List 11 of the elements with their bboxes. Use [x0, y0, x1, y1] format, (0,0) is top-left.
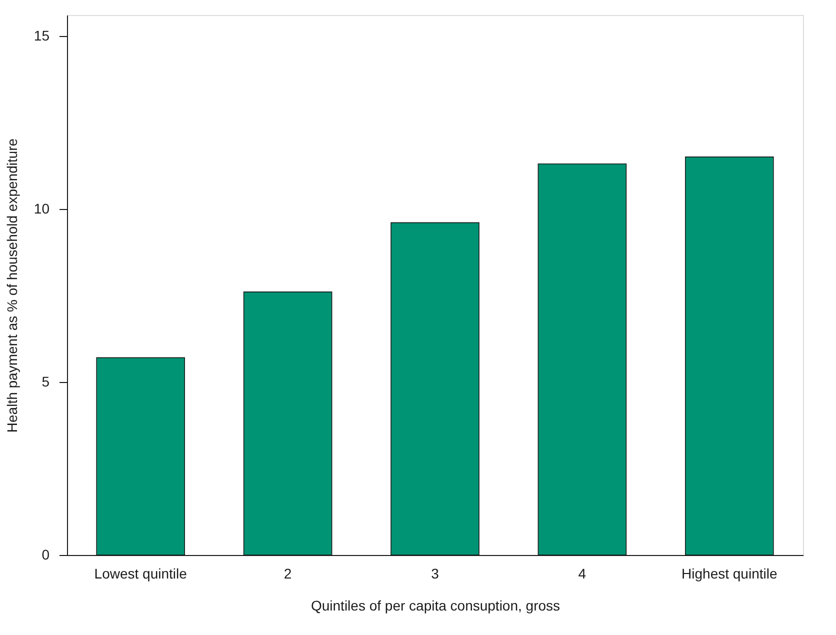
x-tick-label: 2: [284, 566, 292, 582]
y-tick-label: 5: [42, 373, 50, 390]
y-tick-label: 0: [42, 546, 50, 562]
x-tick-label: Lowest quintile: [94, 566, 188, 582]
y-tick-label: 15: [34, 27, 50, 44]
y-axis-title: Health payment as % of household expenditure: [4, 138, 20, 433]
y-tick-label: 10: [34, 200, 50, 216]
x-tick-label: Highest quintile: [682, 566, 778, 582]
x-tick-label: 3: [431, 566, 440, 582]
x-axis-title: Quintiles of per capita consuption, gross: [310, 598, 560, 614]
x-tick-label: 4: [578, 566, 586, 582]
